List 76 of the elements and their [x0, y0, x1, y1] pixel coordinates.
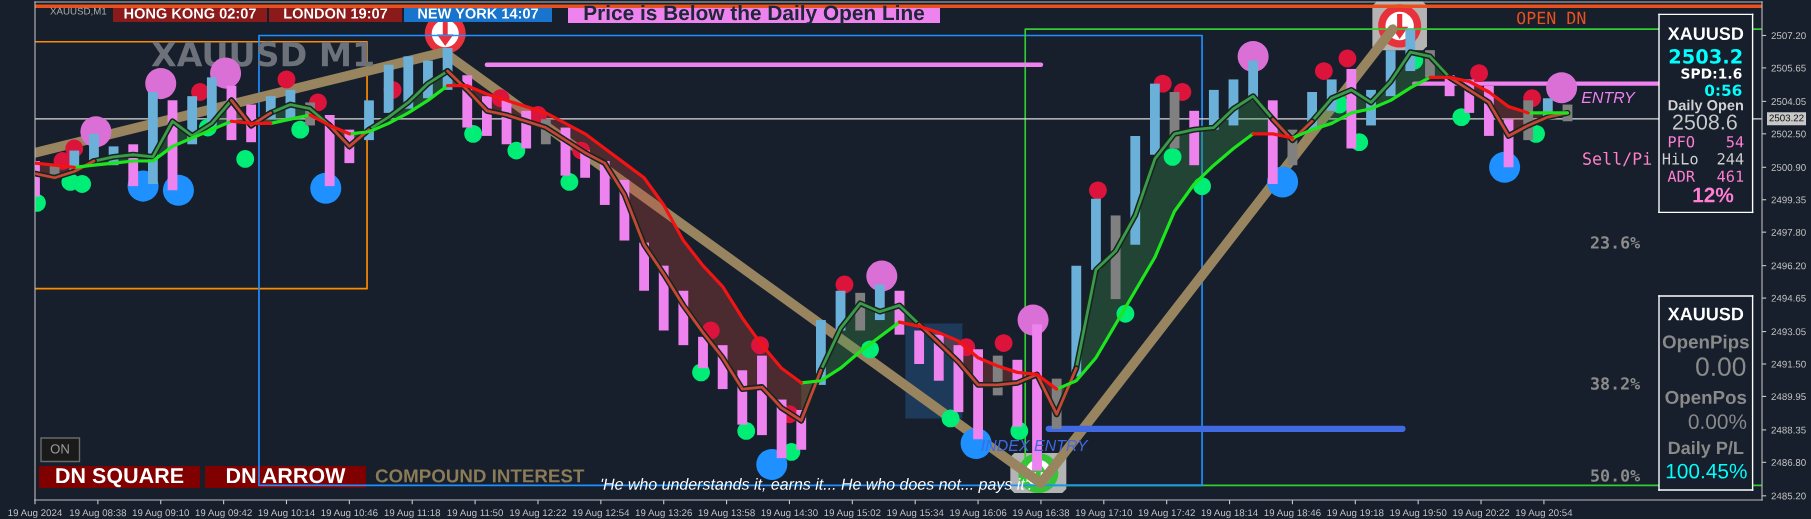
- x-tick-label: 19 Aug 18:14: [1201, 509, 1258, 519]
- y-tick-label: 2488.35: [1771, 426, 1806, 434]
- annotation: 50.0%: [1591, 469, 1641, 482]
- annotation: 0:56: [1705, 84, 1742, 97]
- x-tick-label: 19 Aug 14:30: [761, 509, 818, 519]
- y-tick-label: 2494.65: [1771, 294, 1806, 302]
- annotation: HONG KONG 02:07: [124, 8, 256, 19]
- y-tick-label: 2507.20: [1771, 32, 1806, 40]
- y-tick-label: 2486.80: [1771, 459, 1806, 466]
- x-tick-label: 19 Aug 17:10: [1075, 509, 1133, 519]
- annotation: Daily Open: [1668, 99, 1743, 114]
- y-tick-label: 2497.80: [1771, 228, 1806, 236]
- annotation: 2503.2: [1669, 49, 1742, 64]
- annotation: 0.00: [1696, 357, 1746, 377]
- annotation: HiLo: [1662, 152, 1698, 165]
- x-tick-label: 19 Aug 20:54: [1516, 509, 1573, 519]
- x-tick-label: 19 Aug 2024: [8, 509, 63, 519]
- annotation: DN SQUARE: [56, 468, 184, 488]
- x-tick-label: 19 Aug 15:02: [824, 509, 881, 519]
- x-tick-label: 19 Aug 16:06: [950, 509, 1007, 519]
- y-tick-label: 2505.65: [1771, 64, 1806, 72]
- x-tick-label: 19 Aug 16:38: [1013, 509, 1070, 519]
- x-tick-label: 19 Aug 11:50: [447, 509, 504, 519]
- annotation: 244: [1717, 153, 1744, 165]
- y-tick-label: 2496.20: [1771, 262, 1806, 270]
- ref-line-label: OPEN DN: [1517, 11, 1586, 25]
- annotation: SPD:1.6: [1681, 68, 1742, 79]
- annotation: PFO: [1668, 136, 1695, 148]
- x-tick-label: 19 Aug 15:34: [887, 509, 944, 519]
- x-tick-label: 19 Aug 12:54: [572, 509, 630, 519]
- annotation: 461: [1717, 170, 1744, 183]
- y-tick-label: 2485.20: [1771, 492, 1806, 500]
- text: XAUUSD: [1667, 27, 1744, 41]
- x-tick-label: 19 Aug 10:14: [258, 509, 315, 519]
- x-tick-label: 19 Aug 09:42: [195, 509, 252, 519]
- annotation: 0.00%: [1688, 414, 1747, 430]
- y-tick-label: 2489.95: [1771, 393, 1806, 401]
- y-tick-label: 2493.05: [1771, 328, 1806, 336]
- annotation: 2508.6: [1673, 114, 1737, 130]
- annotation: Price is Below the Daily Open Line: [584, 4, 925, 25]
- x-tick-label: 19 Aug 17:42: [1138, 509, 1195, 519]
- x-tick-label: 19 Aug 11:18: [384, 509, 441, 519]
- x-tick-label: 19 Aug 10:46: [321, 509, 378, 519]
- y-tick-label: 2502.50: [1771, 130, 1806, 138]
- annotation: COMPOUND INTEREST: [375, 469, 585, 483]
- x-tick-label: 19 Aug 13:58: [698, 509, 755, 519]
- x-tick-label: 19 Aug 18:46: [1264, 509, 1321, 519]
- x-tick-label: 19 Aug 09:10: [132, 509, 190, 519]
- annotation: LONDON 19:07: [284, 8, 388, 19]
- x-tick-label: 19 Aug 19:18: [1327, 509, 1384, 519]
- annotation: Sell/Pi: [1583, 151, 1652, 167]
- annotation: 23.6%: [1590, 236, 1641, 249]
- x-tick-label: 19 Aug 20:22: [1453, 509, 1510, 519]
- text: XAUUSD: [1667, 307, 1744, 321]
- annotation: ENTRY: [1581, 92, 1636, 104]
- annotation: XAUUSD,M1: [50, 7, 107, 16]
- annotation: OpenPips: [1662, 334, 1749, 353]
- annotation: 38.2%: [1591, 377, 1641, 390]
- ref-line-label: 2503.22: [1769, 114, 1804, 122]
- annotation: 100.45%: [1666, 463, 1747, 479]
- x-tick-label: 19 Aug 13:26: [635, 509, 692, 519]
- y-tick-label: 2499.35: [1771, 196, 1806, 204]
- annotation: ADR: [1667, 170, 1696, 182]
- x-tick-label: 19 Aug 12:22: [510, 509, 567, 519]
- annotation: DN ARROW: [226, 468, 346, 484]
- annotation: Daily P/L: [1668, 441, 1744, 458]
- annotation: 12%: [1693, 187, 1734, 203]
- y-tick-label: 2491.50: [1771, 360, 1806, 368]
- y-tick-label: 2500.90: [1771, 164, 1806, 171]
- x-tick-label: 19 Aug 19:50: [1390, 509, 1447, 519]
- x-tick-label: 19 Aug 08:38: [69, 509, 127, 519]
- annotation: OpenPos: [1665, 390, 1747, 408]
- annotation: ON: [50, 444, 69, 454]
- y-tick-label: 2504.05: [1771, 98, 1806, 106]
- annotation: NEW YORK 14:07: [418, 8, 539, 19]
- annotation: 54: [1726, 136, 1744, 148]
